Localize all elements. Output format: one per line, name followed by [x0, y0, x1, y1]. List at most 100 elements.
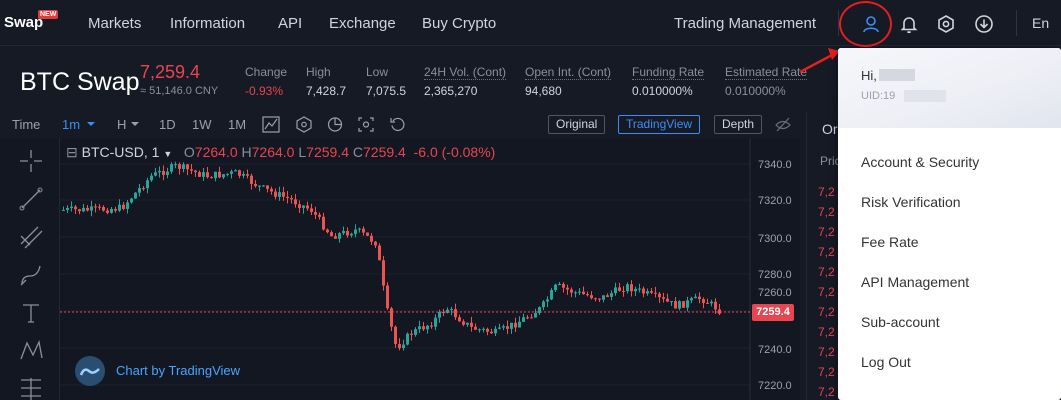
candle-body	[670, 301, 673, 303]
nav-divider	[838, 10, 839, 36]
brush-icon[interactable]	[18, 262, 44, 288]
candle-body	[138, 188, 141, 193]
menu-log-out[interactable]: Log Out	[861, 354, 911, 370]
orderbook-row[interactable]: 7,2	[818, 385, 835, 399]
stat-estimated-value: 0.010000%	[725, 84, 786, 98]
chart-area[interactable]	[0, 138, 800, 400]
menu-account-security[interactable]: Account & Security	[861, 154, 980, 170]
open-value: 7264.0	[194, 144, 238, 160]
hide-drawings-icon[interactable]	[774, 116, 792, 133]
orderbook-row[interactable]: 7,2	[818, 185, 835, 199]
collapse-icon[interactable]: ⊟	[66, 144, 78, 160]
candle-body	[410, 333, 413, 335]
pattern-tool-icon[interactable]	[18, 338, 44, 364]
candle-body	[514, 322, 517, 328]
menu-fee-rate[interactable]: Fee Rate	[861, 234, 919, 250]
candle-body	[526, 317, 529, 319]
fib-tool-icon[interactable]	[18, 224, 44, 250]
interval-1m-month[interactable]: 1M	[228, 117, 247, 132]
candle-body	[90, 206, 93, 211]
orderbook-row[interactable]: 7,2	[818, 225, 835, 239]
orderbook-row[interactable]: 7,2	[818, 265, 835, 279]
interval-1w[interactable]: 1W	[192, 117, 212, 132]
candle-body	[298, 204, 301, 208]
stat-funding-label[interactable]: Funding Rate	[632, 65, 705, 80]
nav-information[interactable]: Information	[170, 15, 246, 32]
menu-api-management[interactable]: API Management	[861, 274, 970, 290]
chart-type-icon[interactable]	[262, 116, 280, 133]
candlestick-chart[interactable]	[0, 138, 800, 400]
orderbook-row[interactable]: 7,2	[818, 365, 835, 379]
candle-body	[686, 300, 689, 308]
symbol-menu-icon[interactable]: ▼	[163, 149, 173, 159]
nav-exchange[interactable]: Exchange	[329, 15, 396, 32]
indicators-icon[interactable]	[326, 116, 344, 133]
nav-markets[interactable]: Markets	[88, 15, 142, 32]
language-selector[interactable]: En	[1032, 15, 1050, 31]
candle-body	[702, 299, 705, 303]
tradingview-logo-icon[interactable]	[75, 356, 105, 386]
reset-icon[interactable]	[389, 116, 407, 133]
greeting: Hi,	[861, 68, 877, 83]
brand-logo[interactable]: Swap	[4, 14, 44, 31]
candle-body	[386, 285, 389, 309]
stat-oi-label[interactable]: Open Int. (Cont)	[525, 65, 612, 80]
candle-body	[650, 291, 653, 293]
interval-1d[interactable]: 1D	[159, 117, 176, 132]
candle-body	[86, 207, 89, 211]
interval-hour[interactable]: H	[117, 117, 127, 132]
candle-body	[402, 344, 405, 349]
settings-hex-icon[interactable]	[935, 13, 957, 35]
candle-body	[226, 173, 229, 175]
orderbook-row[interactable]: 7,2	[818, 205, 835, 219]
orderbook-row[interactable]: 7,2	[818, 345, 835, 359]
orderbook-row[interactable]: 7,2	[818, 285, 835, 299]
candle-body	[662, 297, 665, 299]
candle-body	[74, 206, 77, 210]
tradingview-credit[interactable]: Chart by TradingView	[116, 363, 241, 378]
interval-1m[interactable]: 1m	[62, 117, 81, 132]
candle-body	[422, 326, 425, 330]
nav-trading-management[interactable]: Trading Management	[674, 15, 817, 32]
candle-body	[330, 232, 333, 237]
axis-label-7220: 7220.0	[758, 380, 792, 392]
stat-estimated-label[interactable]: Estimated Rate	[725, 65, 808, 80]
download-icon[interactable]	[973, 13, 995, 35]
view-original-button[interactable]: Original	[548, 115, 606, 134]
candle-body	[654, 292, 657, 294]
candle-body	[490, 331, 493, 334]
view-depth-button[interactable]: Depth	[714, 115, 763, 134]
candle-body	[114, 209, 117, 211]
crosshair-icon[interactable]	[18, 148, 44, 174]
orderbook-row[interactable]: 7,2	[818, 305, 835, 319]
orderbook-tab[interactable]: Or	[822, 121, 838, 137]
candle-body	[634, 288, 637, 292]
nav-buy-crypto[interactable]: Buy Crypto	[422, 15, 497, 32]
bell-icon[interactable]	[898, 13, 920, 35]
candle-body	[378, 245, 381, 261]
nav-api[interactable]: API	[278, 15, 303, 32]
chevron-down-icon[interactable]	[86, 119, 96, 129]
view-tradingview-button[interactable]: TradingView	[618, 115, 701, 134]
measure-tool-icon[interactable]	[18, 376, 44, 400]
stat-vol-label[interactable]: 24H Vol. (Cont)	[424, 65, 507, 80]
menu-risk-verification[interactable]: Risk Verification	[861, 194, 961, 210]
screenshot-icon[interactable]	[357, 116, 375, 133]
orderbook-row[interactable]: 7,2	[818, 245, 835, 259]
menu-sub-account[interactable]: Sub-account	[861, 314, 940, 330]
axis-label-7280: 7280.0	[758, 269, 792, 281]
candle-body	[274, 191, 277, 197]
candle-body	[182, 164, 185, 169]
toolbar-time[interactable]: Time	[12, 117, 41, 132]
user-icon[interactable]	[860, 13, 882, 35]
candle-body	[106, 210, 109, 213]
trend-line-icon[interactable]	[18, 186, 44, 212]
candle-body	[414, 329, 417, 335]
candle-body	[590, 295, 593, 299]
orderbook-row[interactable]: 7,2	[818, 325, 835, 339]
candle-body	[338, 233, 341, 239]
indicator-settings-icon[interactable]	[295, 116, 313, 133]
chevron-down-icon[interactable]	[130, 119, 140, 129]
text-tool-icon[interactable]	[18, 300, 44, 326]
orderbook-price-header: Pric	[820, 154, 841, 168]
